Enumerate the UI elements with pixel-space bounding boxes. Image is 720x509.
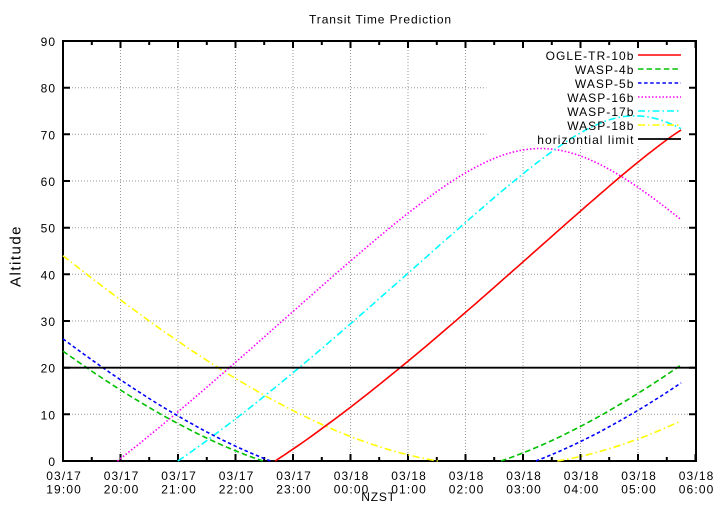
svg-text:03:00: 03:00 xyxy=(506,482,542,496)
svg-text:19:00: 19:00 xyxy=(46,482,82,496)
svg-text:22:00: 22:00 xyxy=(219,482,255,496)
svg-text:03/18: 03/18 xyxy=(449,469,485,483)
svg-text:OGLE-TR-10b: OGLE-TR-10b xyxy=(546,49,635,63)
svg-text:60: 60 xyxy=(41,175,56,189)
svg-text:20:00: 20:00 xyxy=(104,482,140,496)
svg-text:03/17: 03/17 xyxy=(46,469,82,483)
svg-text:01:00: 01:00 xyxy=(391,482,427,496)
svg-text:WASP-5b: WASP-5b xyxy=(575,77,635,91)
svg-text:04:00: 04:00 xyxy=(564,482,600,496)
svg-text:06:00: 06:00 xyxy=(679,482,715,496)
svg-text:00:00: 00:00 xyxy=(334,482,370,496)
svg-text:WASP-18b: WASP-18b xyxy=(567,119,634,133)
svg-text:03/17: 03/17 xyxy=(104,469,140,483)
svg-text:03/17: 03/17 xyxy=(161,469,197,483)
svg-text:03/18: 03/18 xyxy=(679,469,715,483)
svg-text:21:00: 21:00 xyxy=(161,482,197,496)
svg-text:horizontial limit: horizontial limit xyxy=(537,133,634,147)
svg-text:0: 0 xyxy=(48,455,56,469)
svg-text:10: 10 xyxy=(41,408,56,422)
svg-text:WASP-4b: WASP-4b xyxy=(575,63,635,77)
svg-text:03/17: 03/17 xyxy=(276,469,312,483)
svg-text:50: 50 xyxy=(41,222,56,236)
svg-text:Altitude: Altitude xyxy=(8,225,25,287)
svg-text:03/18: 03/18 xyxy=(391,469,427,483)
svg-text:23:00: 23:00 xyxy=(276,482,312,496)
svg-text:40: 40 xyxy=(41,268,56,282)
svg-text:70: 70 xyxy=(41,128,56,142)
svg-text:02:00: 02:00 xyxy=(449,482,485,496)
svg-text:80: 80 xyxy=(41,82,56,96)
svg-text:03/18: 03/18 xyxy=(506,469,542,483)
svg-text:90: 90 xyxy=(41,35,56,49)
svg-text:03/17: 03/17 xyxy=(219,469,255,483)
svg-text:03/18: 03/18 xyxy=(564,469,600,483)
svg-text:20: 20 xyxy=(41,362,56,376)
svg-text:05:00: 05:00 xyxy=(621,482,657,496)
svg-text:03/18: 03/18 xyxy=(334,469,370,483)
svg-text:WASP-17b: WASP-17b xyxy=(567,105,634,119)
svg-text:WASP-16b: WASP-16b xyxy=(567,91,634,105)
svg-text:30: 30 xyxy=(41,315,56,329)
svg-text:Transit Time Prediction: Transit Time Prediction xyxy=(309,12,452,26)
svg-text:NZST: NZST xyxy=(361,490,396,504)
svg-text:03/18: 03/18 xyxy=(621,469,657,483)
